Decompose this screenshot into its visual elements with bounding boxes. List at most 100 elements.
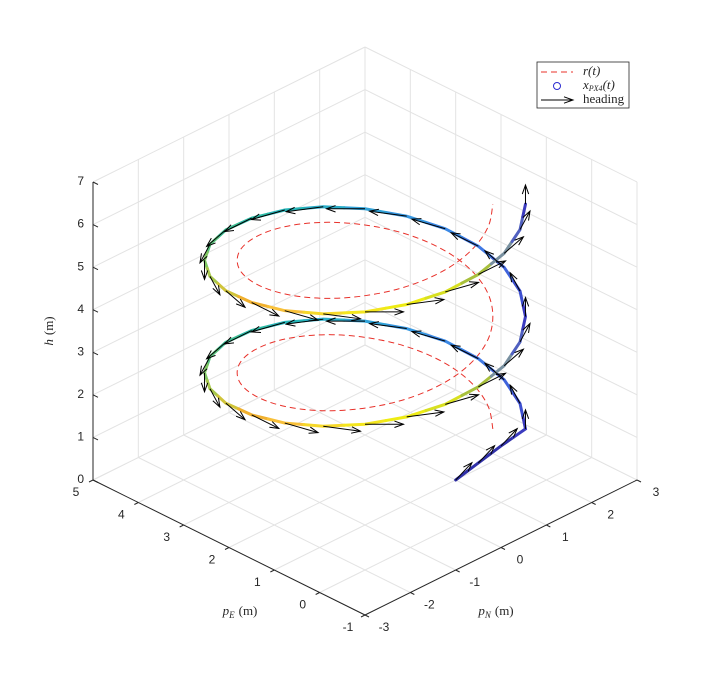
y-tick-label: 1 bbox=[254, 575, 261, 589]
heading-arrow bbox=[455, 462, 473, 481]
heading-arrow bbox=[484, 362, 505, 381]
grid-line bbox=[92, 46, 366, 183]
arrow-head bbox=[200, 382, 209, 394]
arrow-head bbox=[449, 344, 461, 353]
tick-mark bbox=[546, 524, 551, 528]
arrow-head bbox=[434, 297, 446, 305]
grid-line bbox=[274, 434, 547, 571]
heading-arrow bbox=[411, 331, 446, 342]
tick-mark bbox=[636, 479, 642, 483]
arrow-head bbox=[468, 281, 480, 289]
grid-line bbox=[92, 301, 366, 438]
label-sub: E bbox=[228, 610, 235, 620]
z-tick-label: 5 bbox=[77, 259, 84, 273]
y-tick-label: 3 bbox=[163, 530, 170, 544]
heading-arrow bbox=[478, 260, 506, 275]
arrow-head bbox=[368, 208, 379, 217]
heading-arrow bbox=[251, 209, 285, 221]
reference-line bbox=[236, 204, 494, 430]
arrow-head bbox=[235, 411, 247, 421]
arrow-head bbox=[514, 235, 525, 246]
heading-arrow bbox=[206, 341, 227, 360]
grid-line bbox=[228, 412, 502, 548]
tick-mark bbox=[92, 394, 99, 398]
heading-arrow bbox=[199, 356, 211, 376]
grid-line bbox=[138, 367, 411, 503]
y-axis-line bbox=[92, 479, 366, 616]
arrow-head bbox=[199, 365, 208, 377]
heading-arrow bbox=[199, 244, 211, 263]
arrow-head bbox=[521, 183, 530, 195]
z-tick-label: 3 bbox=[77, 344, 84, 358]
heading-arrow bbox=[503, 236, 524, 254]
y-tick-label: 0 bbox=[299, 598, 306, 612]
tick-mark bbox=[134, 502, 139, 505]
x-axis-line bbox=[364, 479, 638, 616]
arrow-head bbox=[200, 270, 209, 281]
grid-line bbox=[364, 216, 638, 353]
arrow-head bbox=[483, 362, 495, 372]
tick-mark bbox=[92, 181, 99, 185]
arrow-head bbox=[508, 427, 519, 438]
label-unit: (m) bbox=[41, 316, 56, 335]
heading-arrow bbox=[251, 302, 280, 317]
y-tick-label: 4 bbox=[118, 508, 125, 522]
heading-arrow bbox=[406, 411, 444, 418]
trajectory-point bbox=[521, 202, 527, 219]
grid bbox=[92, 46, 638, 616]
arrow-head bbox=[205, 350, 216, 360]
grid-line bbox=[364, 344, 638, 481]
arrow-head bbox=[410, 330, 422, 338]
tick-mark bbox=[92, 266, 99, 271]
legend-swatch bbox=[553, 82, 561, 90]
arrow-head bbox=[325, 317, 336, 325]
tick-mark bbox=[315, 592, 320, 595]
arrow-head bbox=[463, 461, 473, 472]
arrow-head bbox=[468, 393, 480, 401]
label-unit: (m) bbox=[239, 603, 258, 618]
x-tick-label: -2 bbox=[424, 598, 435, 612]
heading-arrow bbox=[519, 210, 531, 230]
arrow-head bbox=[394, 308, 405, 316]
heading-arrow bbox=[323, 425, 361, 432]
arrow-head bbox=[351, 426, 362, 434]
grid-line bbox=[92, 131, 366, 268]
grid-line bbox=[92, 259, 366, 396]
grid-line bbox=[364, 131, 638, 268]
grid-line bbox=[92, 344, 366, 481]
legend: r(t)xPX4(t)heading bbox=[536, 61, 630, 109]
heading-arrow bbox=[209, 276, 221, 296]
z-tick-label: 1 bbox=[77, 430, 84, 444]
tick-mark bbox=[455, 569, 460, 573]
z-tick-label: 0 bbox=[77, 472, 84, 486]
x-tick-label: 0 bbox=[517, 553, 524, 567]
arrow-head bbox=[284, 319, 296, 327]
arrow-head bbox=[509, 271, 518, 283]
y-axis-label: pE (m) bbox=[222, 603, 258, 620]
grid-line bbox=[364, 259, 638, 396]
arrow-head bbox=[269, 308, 281, 317]
z-tick-label: 6 bbox=[77, 217, 84, 231]
x-tick-label: 3 bbox=[653, 485, 660, 499]
grid-line bbox=[183, 389, 456, 526]
grid-line bbox=[92, 89, 366, 226]
heading-arrow bbox=[224, 217, 252, 233]
tick-mark bbox=[92, 436, 99, 441]
tick-mark bbox=[92, 351, 99, 356]
arrow-head bbox=[495, 260, 507, 269]
z-tick-label: 4 bbox=[77, 302, 84, 316]
label-unit: (m) bbox=[495, 603, 514, 618]
z-tick-label: 7 bbox=[77, 174, 84, 188]
tick-mark bbox=[364, 614, 370, 618]
tick-mark bbox=[410, 592, 415, 595]
heading-arrow bbox=[369, 323, 407, 330]
arrow-head bbox=[308, 426, 320, 434]
arrow-head bbox=[514, 348, 525, 358]
arrow-head bbox=[563, 96, 575, 104]
arrow-head bbox=[449, 232, 461, 240]
arrow-head bbox=[483, 249, 495, 260]
label-sub: N bbox=[484, 610, 492, 620]
heading-arrow bbox=[445, 281, 479, 293]
